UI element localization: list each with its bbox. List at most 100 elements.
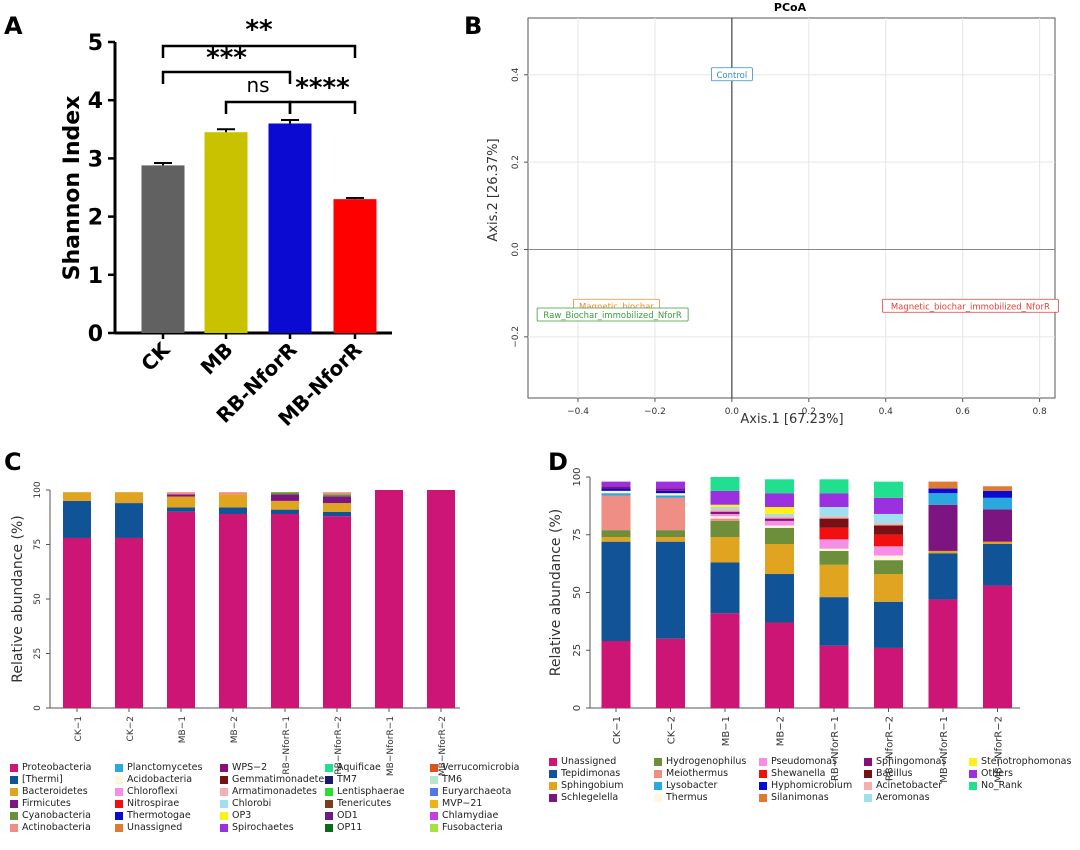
d-x-tick-label: CK−1 [612, 716, 623, 744]
legend-label: Schlegelella [561, 792, 619, 803]
c-bar-segment-actinobacteria [167, 492, 195, 495]
legend-swatch [549, 782, 557, 790]
legend-item: TM6 [430, 774, 519, 786]
legend-item: Schlegelella [549, 792, 624, 804]
d-bar-segment-sphingomonas [601, 486, 631, 489]
d-x-tick-label: RB−NforR−1 [830, 716, 841, 781]
legend-item: Lentisphaerae [325, 786, 405, 798]
d-bar-segment-tepidimonas [710, 562, 740, 614]
a-y-tick-label: 5 [88, 31, 103, 56]
a-significance-bracket [161, 70, 292, 84]
c-bar-segment-cyanobacteria [271, 492, 299, 495]
legend-label: Acinetobacter [876, 780, 943, 791]
d-bar-segment-sphingobium [874, 574, 903, 602]
legend-swatch [864, 758, 872, 766]
c-x-tick-label: CK−2 [126, 716, 136, 741]
legend-swatch [10, 800, 18, 808]
legend-swatch [10, 812, 18, 820]
b-point-box [710, 67, 753, 82]
legend-item: Aquificae [325, 762, 405, 774]
d-bar-segment-no-rank [765, 479, 794, 494]
legend-swatch [864, 782, 872, 790]
d-x-tick-label: RB−NforR−2 [885, 716, 896, 781]
c-bar-segment-proteobacteria [219, 513, 247, 708]
legend-item: Lysobacter [654, 780, 746, 792]
b-point-box [881, 298, 1059, 313]
legend-item: Nitrospirae [115, 798, 202, 810]
legend-label: WPS−2 [232, 762, 268, 773]
b-x-tick-label: −0.4 [567, 407, 589, 417]
legend-label: Fusobacteria [442, 822, 503, 833]
d-bar-segment-others [765, 493, 794, 508]
legend-label: Shewanella [771, 768, 826, 779]
b-y-axis-title: Axis.2 [26.37%] [486, 138, 501, 241]
legend-item: OP11 [325, 822, 405, 834]
legend-swatch [10, 824, 18, 832]
legend-label: Actinobacteria [22, 822, 91, 833]
legend-item: Bacillus [864, 768, 946, 780]
legend-item: Fusobacteria [430, 822, 519, 834]
d-bar-segment-thermus [765, 525, 794, 528]
panel-letter-a: A [4, 12, 23, 40]
d-bar-segment-tepidimonas [819, 597, 849, 646]
legend-column: Stenotrophomonas Others No_Rank [969, 756, 1071, 792]
c-y-tick-label: 0 [33, 705, 43, 711]
b-chart-title: PCoA [774, 1, 807, 14]
d-y-tick-label: 50 [572, 586, 583, 599]
d-bar-segment-unassigned [656, 638, 685, 708]
d-bar-segment-sphingobium [928, 550, 958, 554]
legend-label: Acidobacteria [127, 774, 193, 785]
d-x-tick-label: CK−2 [667, 716, 678, 744]
c-bar-segment-bacteroidetes [323, 503, 351, 512]
c-bar-segment-proteobacteria [271, 513, 299, 708]
d-bar-segment-tepidimonas [874, 601, 903, 648]
legend-label: Firmicutes [22, 798, 71, 809]
d-bar-segment-tepidimonas [765, 574, 794, 623]
b-x-axis-title: Axis.1 [67.23%] [740, 412, 843, 427]
legend-swatch [220, 812, 228, 820]
d-bar-segment-thermus [656, 493, 685, 496]
legend-label: No_Rank [981, 780, 1023, 791]
d-bar-segment-sphingomonas [710, 511, 740, 514]
legend-label: Meiothermus [666, 768, 729, 779]
legend-item: Tenericutes [325, 798, 405, 810]
legend-swatch [220, 764, 228, 772]
c-y-tick-label: 50 [33, 593, 43, 605]
legend-label: Sphingomonas [876, 756, 947, 767]
d-bar-segment-unassigned [710, 613, 740, 708]
a-significance-label: ns [246, 73, 269, 97]
legend-swatch [430, 800, 438, 808]
legend-label: Unassigned [561, 756, 617, 767]
legend-label: Nitrospirae [127, 798, 180, 809]
d-bar-segment-thermus [874, 555, 903, 561]
legend-item: Spirochaetes [220, 822, 329, 834]
d-y-tick-label: 75 [572, 528, 583, 541]
c-x-tick-label: RB−NforR−1 [282, 716, 292, 775]
legend-label: Sphingobium [561, 780, 624, 791]
d-bar-segment-sphingobium [819, 564, 849, 598]
legend-swatch [115, 800, 123, 808]
legend-item: Gemmatimonadetes [220, 774, 329, 786]
d-bar-segment-thermus [710, 516, 740, 519]
legend-swatch [654, 758, 662, 766]
a-y-tick-label: 1 [88, 264, 103, 289]
legend-item: Sphingobium [549, 780, 624, 792]
d-bar-segment-lysobacter [601, 493, 631, 496]
d-bar-segment-tepidimonas [928, 553, 958, 600]
c-bar-segment-actinobacteria [323, 492, 351, 495]
d-bar-segment-lysobacter [928, 493, 958, 505]
legend-swatch [325, 812, 333, 820]
d-bar-segment-aeromonas [710, 507, 740, 510]
legend-label: Proteobacteria [22, 762, 92, 773]
a-significance-bracket [288, 100, 357, 114]
legend-label: Planctomycetes [127, 762, 203, 773]
legend-label: Pseudomonas [771, 756, 838, 767]
legend-column: Verrucomicrobia TM6 Euryarchaeota MVP−21 Chl… [430, 762, 519, 834]
d-x-tick-label: MB−NforR−2 [994, 716, 1005, 783]
c-x-tick-label: MB−NforR−2 [438, 716, 448, 776]
d-bar-segment-schlegelella [983, 509, 1012, 542]
d-bar-segment-stenotrophomonas [710, 504, 740, 508]
c-bar-segment-bacteroidetes [167, 496, 195, 508]
legend-swatch [10, 764, 18, 772]
d-bar-segment-lysobacter [983, 497, 1012, 510]
